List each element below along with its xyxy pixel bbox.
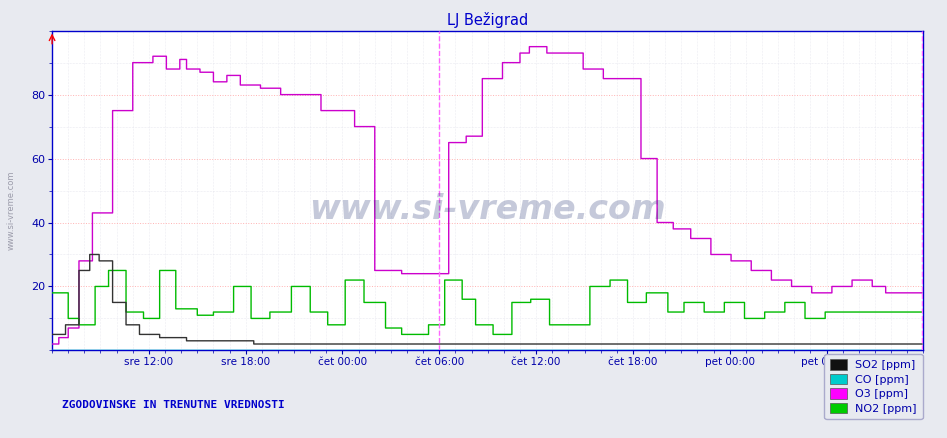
Text: www.si-vreme.com: www.si-vreme.com: [7, 170, 16, 250]
Text: www.si-vreme.com: www.si-vreme.com: [310, 193, 666, 226]
Text: ZGODOVINSKE IN TRENUTNE VREDNOSTI: ZGODOVINSKE IN TRENUTNE VREDNOSTI: [62, 400, 284, 410]
Legend: SO2 [ppm], CO [ppm], O3 [ppm], NO2 [ppm]: SO2 [ppm], CO [ppm], O3 [ppm], NO2 [ppm]: [824, 354, 922, 419]
Title: LJ Bežigrad: LJ Bežigrad: [447, 12, 528, 28]
